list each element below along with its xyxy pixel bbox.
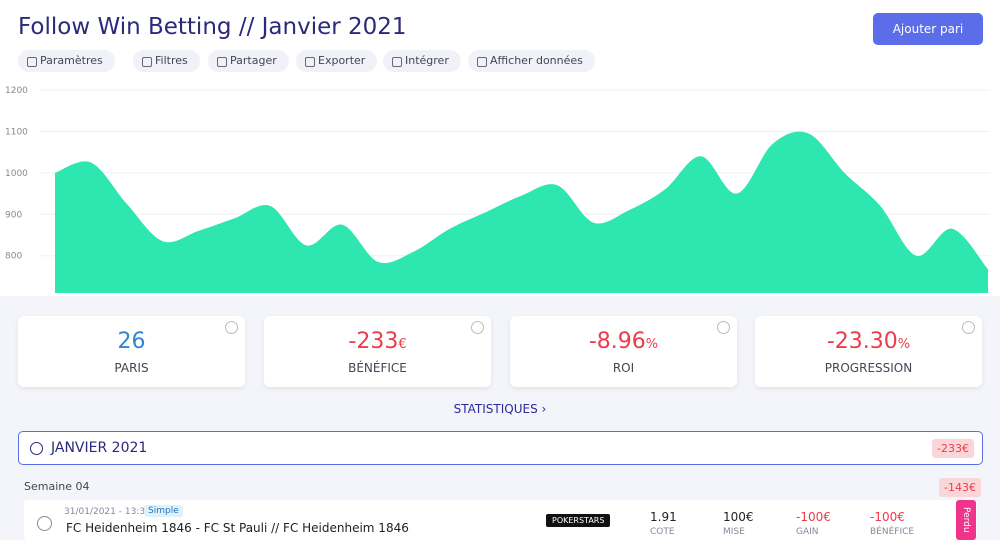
- figure-label: MISE: [723, 527, 745, 537]
- figure-label: COTE: [650, 527, 675, 537]
- month-title: JANVIER 2021: [51, 440, 148, 456]
- bet-date: 31/01/2021 - 13:30: [64, 507, 151, 517]
- help-icon: [962, 321, 975, 334]
- stat-number: -23.30: [826, 329, 898, 354]
- stat-value: -23.30%: [755, 329, 982, 354]
- add-button[interactable]: Ajouter pari: [873, 13, 983, 45]
- expand-icon[interactable]: [37, 516, 52, 531]
- stats-link-text[interactable]: STATISTIQUES: [453, 402, 538, 416]
- figure-value: -100€: [796, 510, 831, 524]
- chart: 800 900 1000 1100 1200: [5, 86, 990, 293]
- bet-figure: 100€ MISE: [723, 510, 754, 537]
- bet-row[interactable]: 31/01/2021 - 13:30 Simple FC Heidenheim …: [24, 500, 977, 540]
- toolbar-button[interactable]: Partager: [208, 50, 289, 72]
- y-tick-label: 1000: [5, 169, 28, 179]
- week-title: Semaine 04: [24, 480, 90, 493]
- page-title: Follow Win Betting // Janvier 2021: [18, 14, 407, 40]
- figure-label: BÉNÉFICE: [870, 527, 915, 537]
- stat-label: PROGRESSION: [824, 361, 913, 375]
- bookmaker: POKERSTARS: [546, 514, 611, 527]
- help-icon: [717, 321, 730, 334]
- stat-number: -8.96: [588, 329, 646, 354]
- toolbar-button[interactable]: Paramètres: [18, 50, 115, 72]
- help-icon: [471, 321, 484, 334]
- bet-figure: -100€ GAIN: [796, 510, 831, 537]
- bet-figure: -100€ BÉNÉFICE: [870, 510, 914, 537]
- stat-card: -8.96% ROI: [510, 316, 737, 387]
- y-tick-label: 1100: [5, 127, 28, 137]
- y-tick-label: 800: [5, 252, 22, 262]
- stat-unit: %: [897, 337, 911, 352]
- stat-card: -23.30% PROGRESSION: [755, 316, 982, 387]
- stat-unit: %: [645, 337, 659, 352]
- stat-value: 26: [18, 329, 245, 354]
- y-tick-label: 900: [5, 210, 22, 220]
- figure-value: 1.91: [650, 510, 677, 524]
- stat-label: ROI: [612, 361, 635, 375]
- stat-number: -233: [348, 329, 399, 354]
- bet-tag: Simple: [144, 505, 183, 517]
- expand-icon[interactable]: [30, 442, 43, 455]
- figure-value: 100€: [723, 510, 754, 524]
- stat-card: 26 PARIS: [18, 316, 245, 387]
- stats-link[interactable]: STATISTIQUES ›: [453, 402, 547, 416]
- area: [55, 131, 988, 293]
- stat-number: 26: [117, 329, 146, 354]
- y-tick-label: 1200: [5, 86, 28, 96]
- toolbar-button[interactable]: Filtres: [133, 50, 200, 72]
- stat-value: -233€: [264, 329, 491, 354]
- stat-label: BÉNÉFICE: [348, 361, 407, 375]
- month-total: -233€: [932, 439, 974, 458]
- figure-value: -100€: [870, 510, 905, 524]
- stat-unit: €: [398, 337, 407, 352]
- stat-card: -233€ BÉNÉFICE: [264, 316, 491, 387]
- toolbar-button[interactable]: Afficher données: [468, 50, 595, 72]
- toolbar-button[interactable]: Intégrer: [383, 50, 461, 72]
- help-icon: [225, 321, 238, 334]
- month-header[interactable]: JANVIER 2021 -233€: [18, 431, 983, 465]
- stat-label: PARIS: [114, 361, 149, 375]
- bet-figure: 1.91 COTE: [650, 510, 677, 537]
- figure-label: GAIN: [796, 527, 819, 537]
- bet-status: Perdu: [956, 500, 976, 540]
- week-total: -143€: [939, 478, 981, 497]
- toolbar-button[interactable]: Exporter: [296, 50, 378, 72]
- stat-value: -8.96%: [510, 329, 737, 354]
- bet-match: FC Heidenheim 1846 - FC St Pauli // FC H…: [66, 521, 409, 535]
